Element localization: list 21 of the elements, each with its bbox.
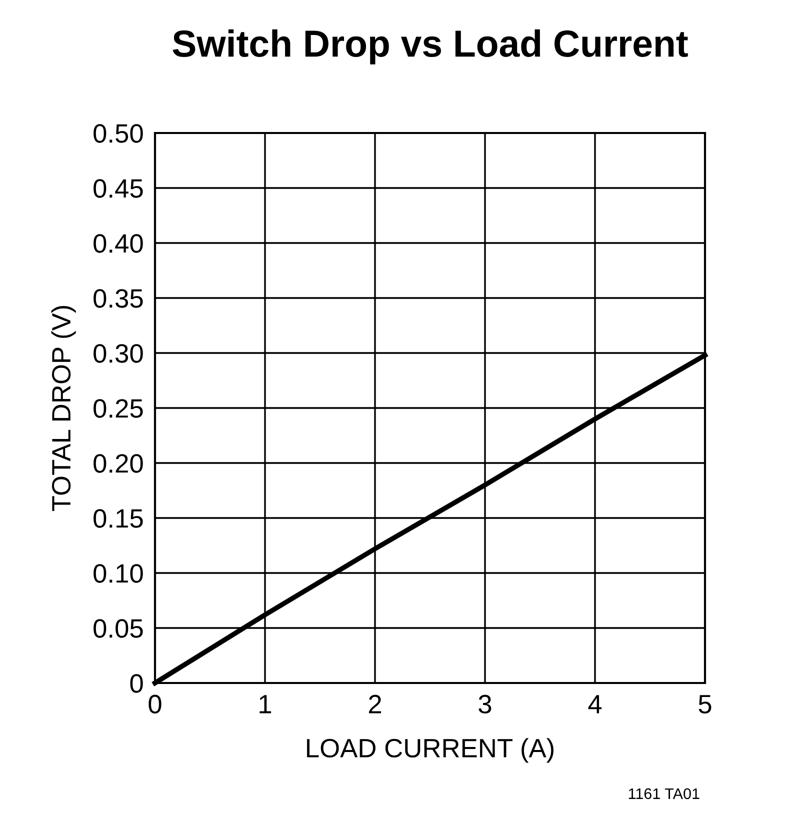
x-axis-title: LOAD CURRENT (A) [307, 738, 554, 763]
x-tick-label: 1 [260, 695, 272, 714]
x-tick-label: 2 [368, 694, 382, 714]
y-tick-label: 0.25 [94, 399, 143, 418]
x-tick-label: 4 [588, 695, 602, 714]
y-tick-label: 0.45 [94, 179, 143, 198]
y-tick-label: 0.10 [94, 564, 143, 583]
y-tick-label: 0.15 [94, 509, 143, 528]
y-tick-label: 0.50 [94, 124, 143, 143]
x-tick-label: 3 [478, 694, 492, 714]
y-tick-label: 0 [130, 674, 143, 693]
text: 1161 TA01 [628, 788, 700, 800]
chart-title: Switch Drop vs Load Current [172, 29, 688, 64]
y-axis-title: TOTAL DROP (V) [51, 306, 76, 512]
x-tick-label: 0 [148, 694, 162, 714]
y-tick-label: 0.35 [94, 289, 143, 308]
y-tick-label: 0.40 [94, 234, 143, 253]
y-tick-label: 0.30 [94, 344, 143, 363]
y-tick-label: 0.05 [94, 619, 143, 638]
x-tick-label: 5 [698, 695, 712, 714]
y-tick-label: 0.20 [94, 454, 143, 473]
